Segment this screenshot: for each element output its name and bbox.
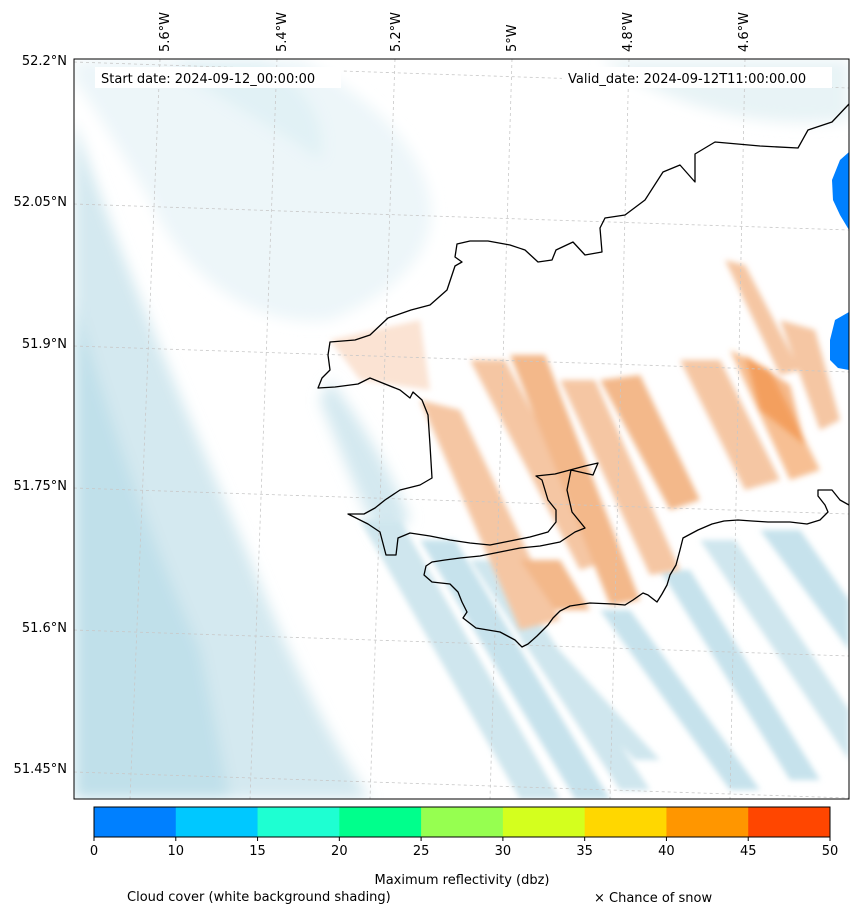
map-panel: Start date: 2024-09-12_00:00:00 Valid_da… — [73, 58, 850, 800]
map-frame — [73, 58, 850, 800]
valid-date-box — [562, 67, 832, 88]
colorbar-tick-label: 10 — [168, 844, 185, 859]
colorbar-swatch — [666, 807, 749, 837]
colorbar-swatch — [584, 807, 667, 837]
colorbar-swatch — [94, 807, 177, 837]
lat-label: 51.75°N — [14, 479, 67, 494]
lon-label: 5.6°W — [158, 12, 173, 52]
colorbar-swatches — [94, 807, 831, 837]
colorbar-swatch — [421, 807, 504, 837]
colorbar-swatch — [175, 807, 259, 837]
colorbar-label: Maximum reflectivity (dbz) — [375, 873, 550, 888]
longitude-labels: 5.6°W 5.4°W 5.2°W 5°W 4.8°W 4.6°W — [158, 12, 752, 52]
colorbar-swatch — [257, 807, 340, 837]
snow-legend: × Chance of snow — [594, 891, 712, 906]
lat-label: 51.6°N — [22, 621, 67, 636]
colorbar-tick-label: 50 — [822, 844, 839, 859]
colorbar-swatch — [748, 807, 831, 837]
colorbar-tick-label: 30 — [495, 844, 512, 859]
latitude-labels: 52.2°N 52.05°N 51.9°N 51.75°N 51.6°N 51.… — [14, 54, 67, 777]
cloud-cover-legend: Cloud cover (white background shading) — [127, 890, 391, 905]
lat-label: 51.9°N — [22, 337, 67, 352]
colorbar-tick-label: 20 — [331, 844, 348, 859]
lat-label: 51.45°N — [14, 762, 67, 777]
colorbar-frame — [93, 806, 831, 838]
colorbar-tick-label: 15 — [249, 844, 266, 859]
lon-label: 5°W — [505, 24, 520, 52]
valid-date-label: Valid_date: 2024-09-12T11:00:00.00 — [568, 72, 806, 87]
colorbar-tick-label: 0 — [90, 844, 98, 859]
colorbar-tick-label: 45 — [740, 844, 757, 859]
rain-patch-north — [832, 152, 849, 230]
colorbar-tick-label: 35 — [576, 844, 593, 859]
coastline — [317, 103, 849, 648]
rain-patch-east — [830, 312, 849, 370]
colorbar-tick-label: 25 — [413, 844, 430, 859]
start-date-box — [95, 67, 341, 88]
colorbar-ticks: 0 10 15 20 25 30 35 40 45 50 — [90, 837, 838, 859]
colorbar-swatch — [502, 807, 586, 837]
lon-label: 5.2°W — [389, 12, 404, 52]
colorbar: 0 10 15 20 25 30 35 40 45 50 Maximum reflectivity… — [90, 806, 838, 888]
start-date-label: Start date: 2024-09-12_00:00:00 — [101, 72, 315, 87]
cloud-stripes — [360, 520, 849, 799]
lat-label: 52.05°N — [14, 195, 67, 210]
lat-label: 52.2°N — [22, 54, 67, 69]
reflectivity-streaks — [330, 260, 840, 630]
lon-label: 5.4°W — [275, 12, 290, 52]
colorbar-swatch — [339, 807, 422, 837]
lon-label: 4.8°W — [621, 12, 636, 52]
colorbar-tick-label: 40 — [658, 844, 675, 859]
lon-label: 4.6°W — [737, 12, 752, 52]
